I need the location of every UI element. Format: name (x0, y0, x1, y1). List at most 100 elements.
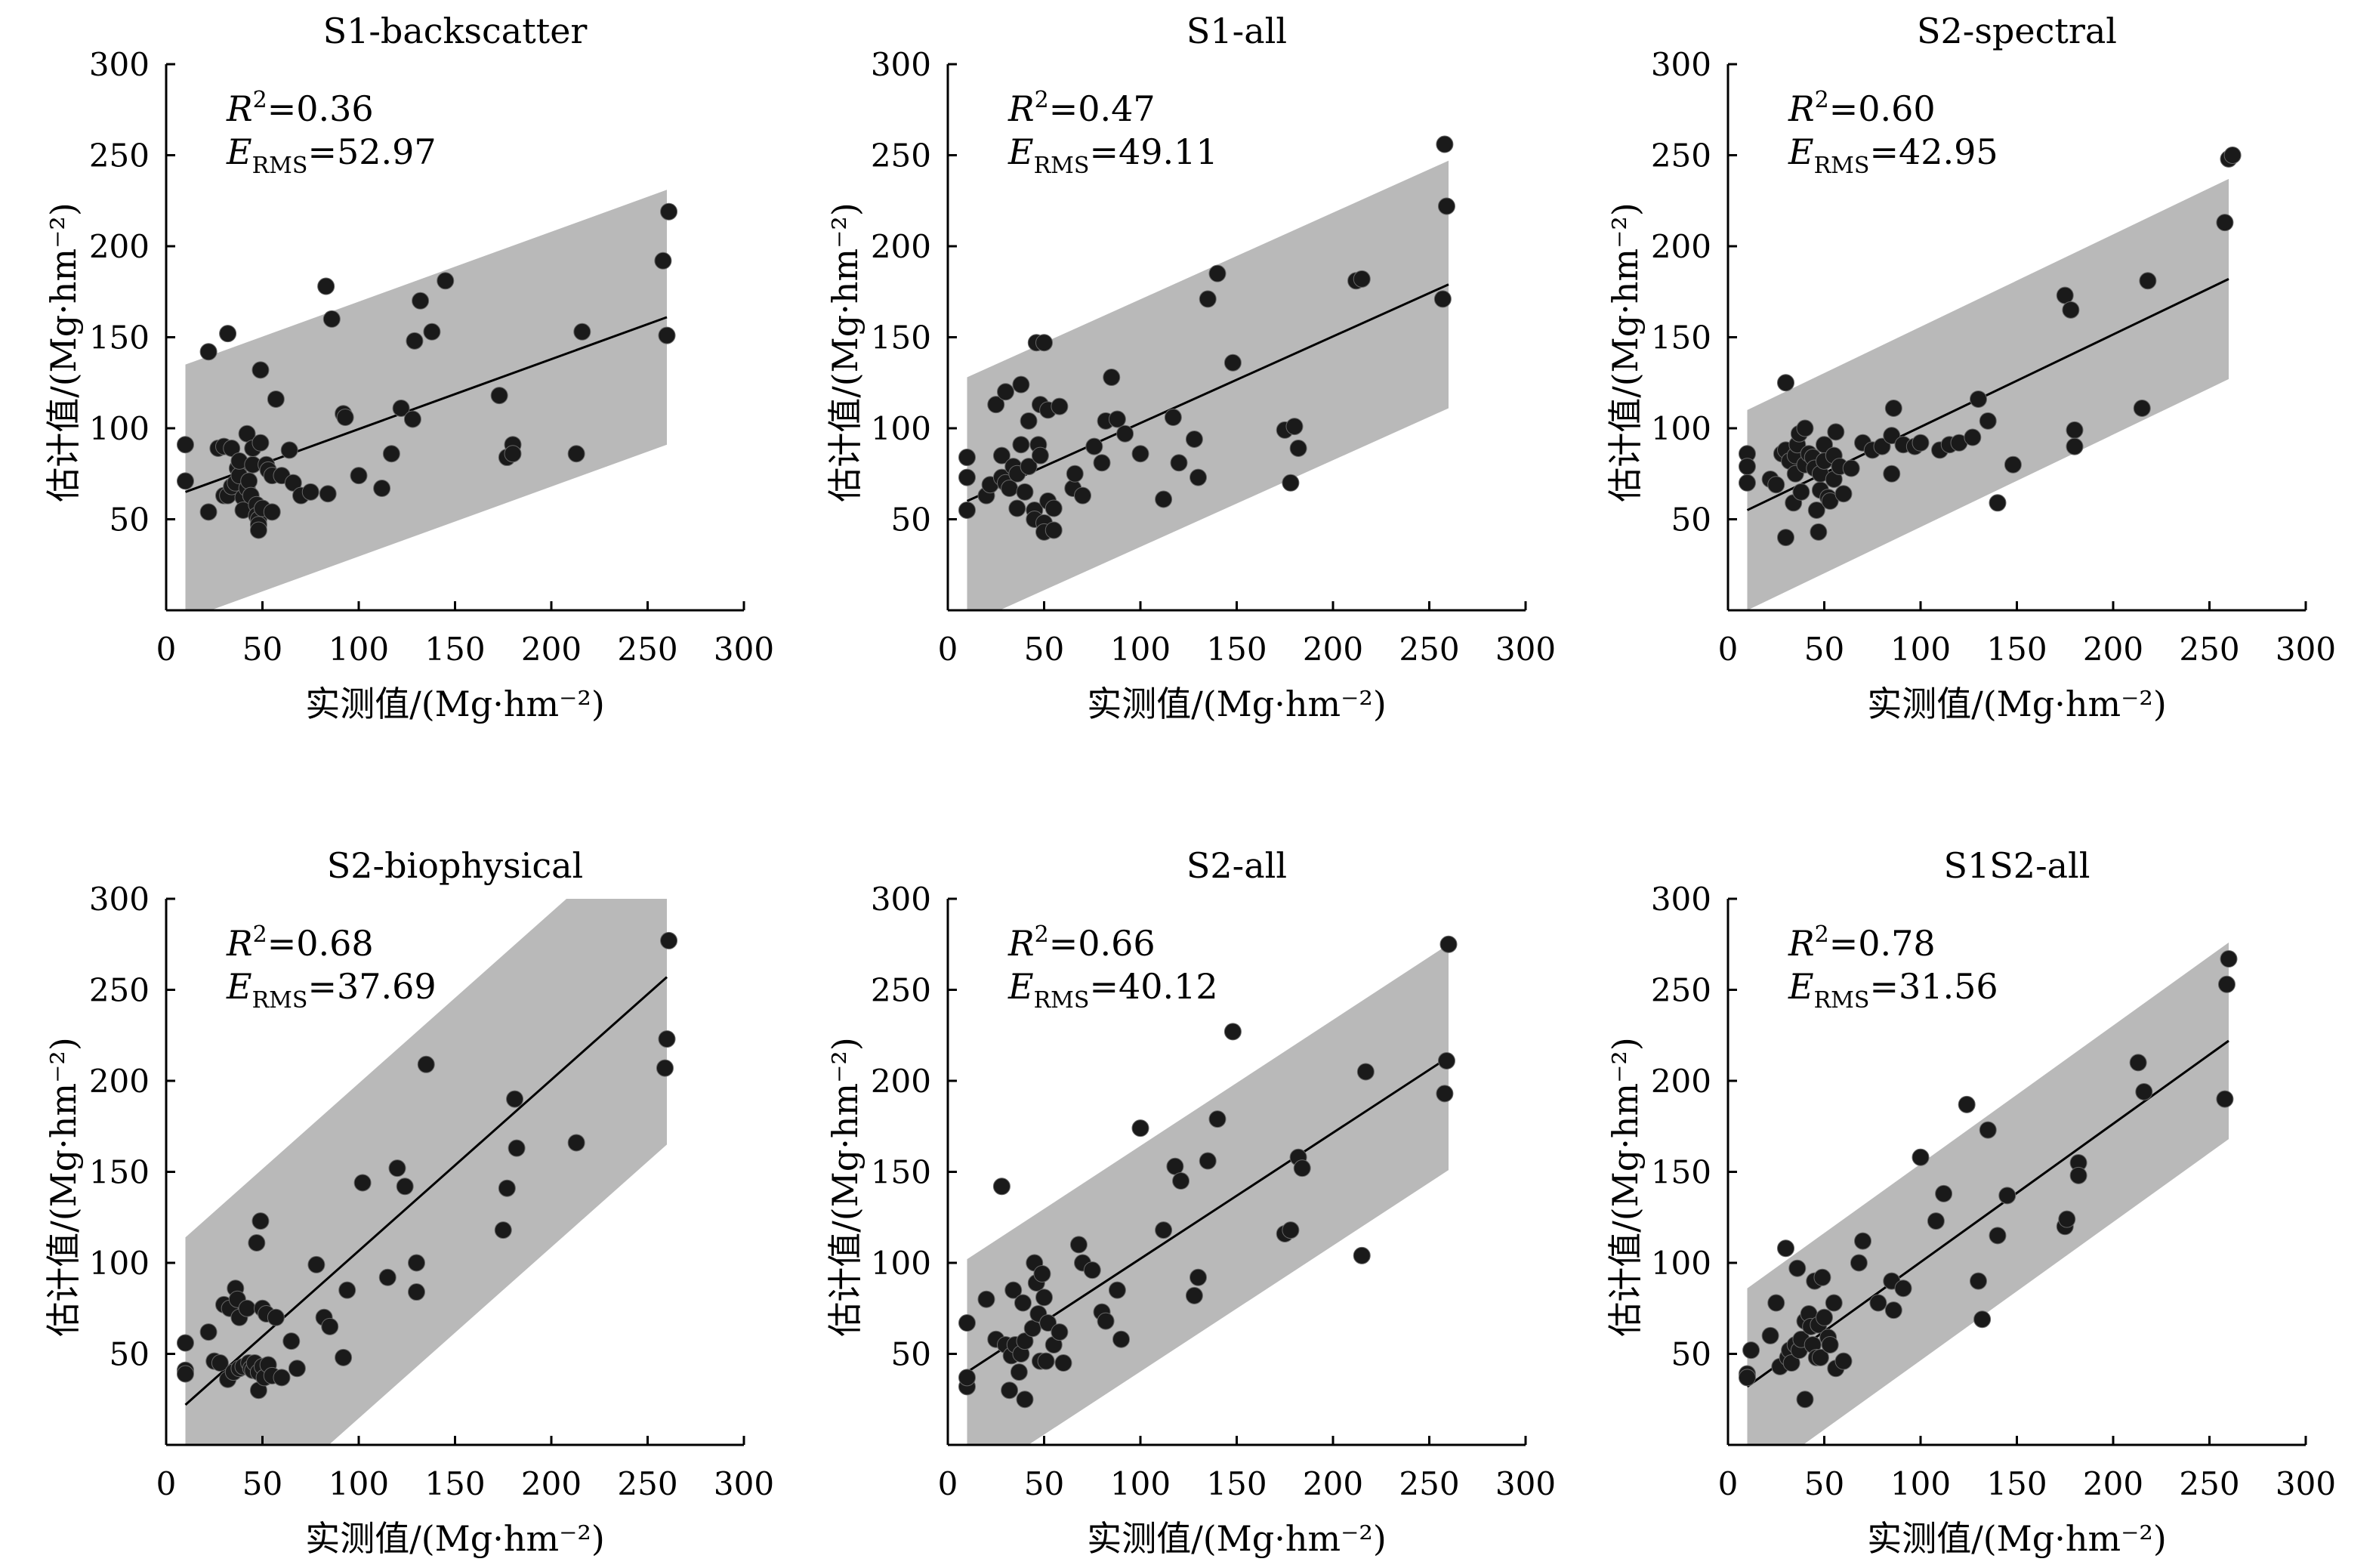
x-tick-label: 250 (2179, 631, 2239, 668)
data-point (1282, 1221, 1300, 1239)
data-point (1166, 1157, 1184, 1175)
data-point (958, 449, 976, 467)
erms-value: 52.97 (337, 131, 437, 172)
x-axis-label: 实测值/(Mg·hm⁻²) (1087, 684, 1387, 724)
data-point (958, 1369, 976, 1387)
panel-s1-all: 0 50 100 150 200 250 300 50 100 150 200 250 300 S1-al… (825, 11, 1556, 724)
data-point (1010, 1363, 1028, 1381)
x-tick-label: 300 (2276, 1465, 2336, 1502)
data-point (1208, 1110, 1227, 1128)
data-point (1001, 480, 1019, 498)
data-point (1813, 1268, 1831, 1286)
y-tick-label: 200 (1651, 228, 1711, 265)
erms-annotation: ERMS=49.11 (1007, 131, 1218, 179)
data-point (1989, 494, 2007, 512)
data-point (2066, 421, 2084, 439)
regression-line (184, 976, 668, 1406)
data-point (1223, 1023, 1242, 1041)
data-point (2058, 1210, 2076, 1228)
x-tick-label: 300 (1495, 631, 1556, 668)
y-tick-label: 200 (871, 1063, 931, 1100)
data-point (1777, 374, 1794, 392)
data-point (1054, 1354, 1072, 1372)
data-point (378, 1268, 396, 1286)
data-point (992, 446, 1011, 465)
data-point (2217, 975, 2236, 993)
data-point (1767, 1294, 1785, 1312)
data-point (498, 1179, 516, 1197)
r-squared-value: 0.66 (1078, 923, 1155, 964)
data-point (2220, 950, 2238, 968)
data-point (567, 1134, 585, 1152)
data-point (1199, 290, 1217, 308)
y-tick-label: 50 (110, 1336, 150, 1373)
r-squared-annotation: R2=0.78 (1788, 921, 1936, 964)
x-tick-label: 300 (2276, 631, 2336, 668)
data-point (1821, 492, 1839, 510)
data-point (338, 1281, 356, 1299)
x-tick-label: 0 (1718, 1465, 1739, 1502)
data-point (1289, 440, 1307, 458)
data-point (654, 252, 672, 270)
data-point (267, 390, 285, 408)
x-tick-label: 200 (2083, 631, 2143, 668)
data-point (382, 445, 400, 463)
data-point (321, 1317, 339, 1335)
data-point (1796, 419, 1814, 437)
data-point (1116, 424, 1134, 443)
x-tick-label: 0 (938, 631, 958, 668)
data-point (1208, 264, 1227, 282)
data-point (335, 1348, 353, 1366)
chart-title: S1S2-all (1944, 845, 2090, 886)
y-tick-label: 150 (1651, 1154, 1711, 1191)
data-point (1792, 483, 1810, 501)
y-tick-label: 300 (89, 46, 150, 83)
y-axis-label: 估计值/(Mg·hm⁻²) (825, 202, 866, 502)
regression-line (966, 283, 1449, 502)
data-point (1016, 1391, 1034, 1409)
r-squared-value: 0.36 (296, 88, 373, 129)
data-point (2004, 455, 2022, 474)
data-point (1973, 1310, 1992, 1329)
data-point (1069, 1236, 1088, 1254)
y-tick-label: 150 (871, 1154, 931, 1191)
x-tick-label: 250 (2179, 1465, 2239, 1502)
data-point (1155, 1221, 1173, 1239)
data-point (1894, 1279, 1912, 1298)
x-tick-label: 300 (1495, 1465, 1556, 1502)
prediction-band (1747, 942, 2229, 1445)
data-point (1185, 430, 1203, 448)
y-tick-label: 100 (89, 1245, 150, 1282)
data-point (1782, 1354, 1800, 1372)
y-tick-label: 100 (1651, 1245, 1711, 1282)
data-point (1788, 1259, 1807, 1277)
data-point (1199, 1152, 1217, 1170)
data-point (273, 1369, 291, 1387)
data-point (1979, 412, 1997, 430)
panel-s2-spectral: 0 50 100 150 200 250 300 50 100 150 200 250 300 S2-sp… (1605, 11, 2336, 724)
data-point (1164, 409, 1182, 427)
y-tick-label: 300 (871, 881, 931, 918)
y-tick-label: 250 (89, 972, 150, 1009)
x-tick-label: 150 (1986, 631, 2047, 668)
r-squared-value: 0.78 (1858, 923, 1935, 964)
data-point (248, 1233, 266, 1252)
y-tick-label: 100 (871, 1245, 931, 1282)
data-point (319, 485, 337, 503)
data-point (282, 1332, 301, 1350)
x-tick-label: 0 (156, 631, 177, 668)
r-squared-annotation: R2=0.66 (1007, 921, 1156, 964)
data-point (660, 931, 678, 949)
data-point (1842, 459, 1860, 477)
data-point (658, 326, 676, 344)
data-point (1223, 353, 1242, 372)
chart-title: S1-all (1186, 11, 1287, 51)
data-point (317, 277, 335, 295)
y-tick-label: 50 (891, 502, 931, 539)
data-point (1131, 1119, 1149, 1137)
data-point (1001, 1381, 1019, 1400)
data-point (1185, 1286, 1203, 1304)
r-squared-value: 0.68 (296, 923, 373, 964)
data-point (1108, 1281, 1126, 1299)
data-point (1172, 1172, 1190, 1190)
